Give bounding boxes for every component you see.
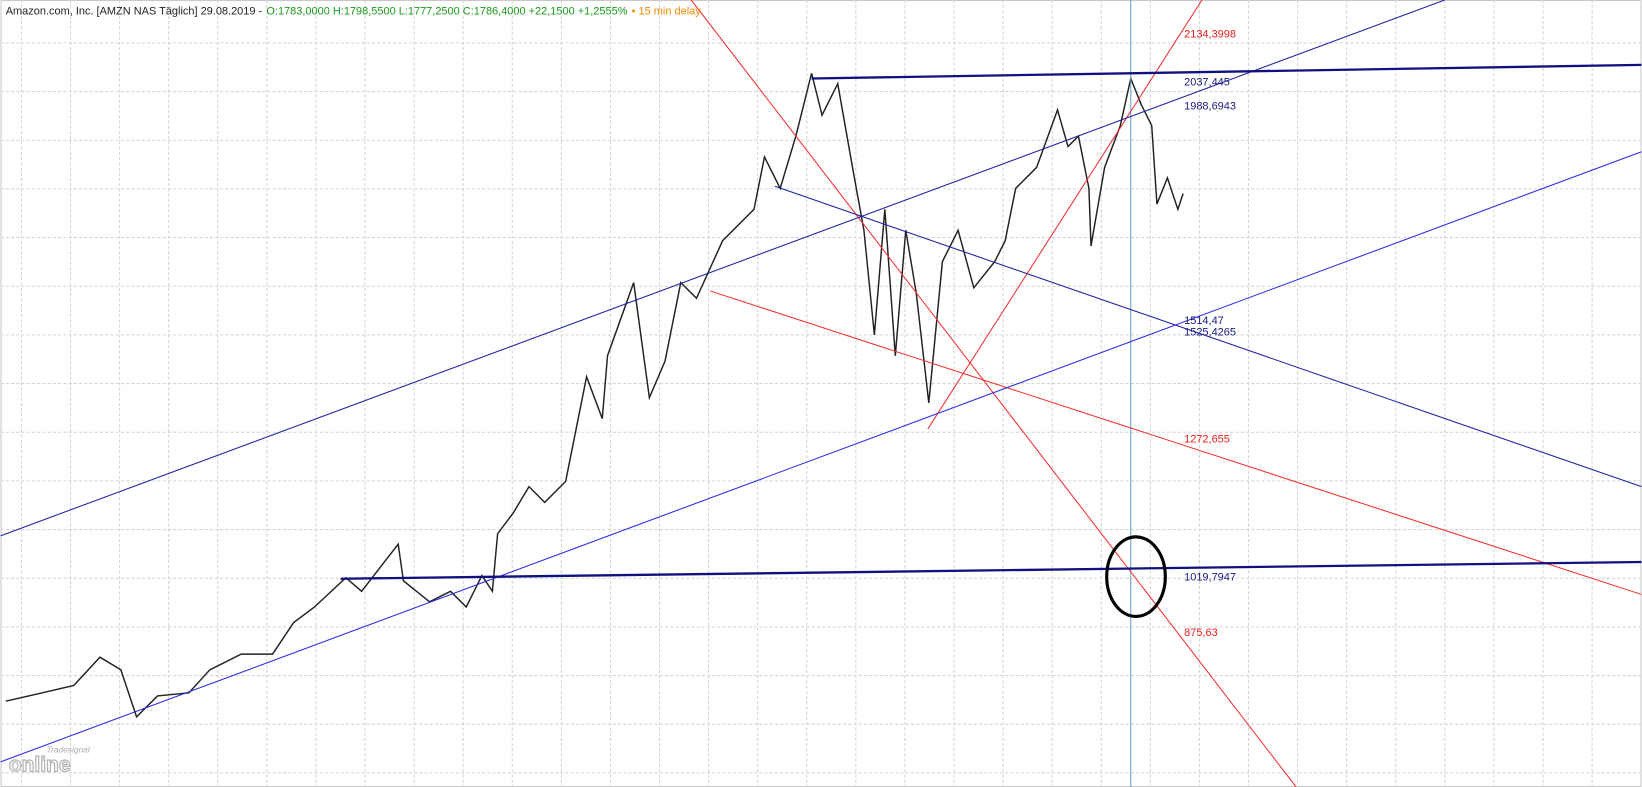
level-label: 875,63 — [1184, 627, 1218, 639]
level-label: 2134,3998 — [1184, 28, 1236, 40]
logo-product: online — [9, 754, 71, 777]
header-ohlc: O:1783,0000 H:1798,5500 L:1777,2500 C:17… — [266, 5, 627, 17]
trendline — [0, 0, 1445, 537]
level-label: 1272,655 — [1184, 433, 1230, 445]
trendline — [709, 290, 1642, 595]
header-delay: • 15 min delay — [632, 5, 702, 17]
price-path — [5, 73, 1184, 719]
level-label: 1019,7947 — [1184, 572, 1236, 584]
trendline — [927, 0, 1203, 430]
trendline — [811, 63, 1642, 80]
header-instrument: Amazon.com, Inc. [AMZN NAS Täglich] 29.0… — [6, 5, 263, 17]
trendline — [690, 0, 1297, 787]
level-label: 1988,6943 — [1184, 101, 1236, 113]
level-labels: 2134,3998 2037,445 1988,6943 1514,471525,42… — [1184, 28, 1236, 639]
logo: Tradesignal online — [8, 745, 91, 778]
trendline — [0, 151, 1642, 763]
level-label: 2037,445 — [1184, 77, 1230, 89]
level-label: 1525,4265 — [1184, 327, 1236, 339]
trendline — [340, 560, 1642, 580]
trendline — [774, 185, 1642, 488]
highlight-circle — [1105, 535, 1167, 618]
level-label: 1514,47 — [1184, 315, 1224, 327]
logo-brand: Tradesignal — [47, 745, 91, 755]
